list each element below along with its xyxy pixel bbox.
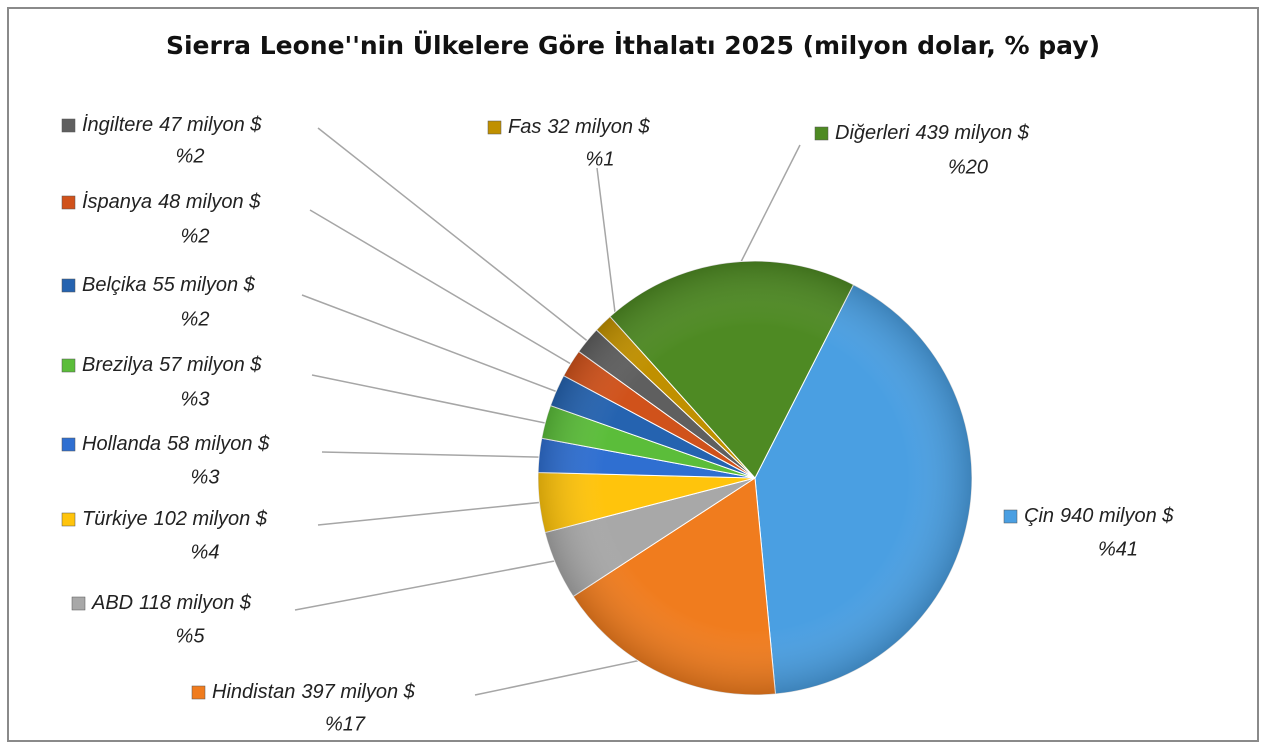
percent-label: %1 [586, 148, 615, 170]
chart-title: Sierra Leone''nin Ülkelere Göre İthalatı… [166, 30, 1100, 60]
value-label: 118 milyon $ [139, 592, 252, 614]
category-name: Türkiye [82, 508, 148, 530]
category-name: Çin [1024, 505, 1054, 527]
percent-label: %3 [181, 388, 210, 410]
data-label: Hollanda 58 milyon $ [82, 433, 270, 455]
legend-swatch [487, 120, 502, 135]
data-label: Çin 940 milyon $ [1024, 505, 1174, 527]
legend-swatch [191, 685, 206, 700]
value-label: 940 milyon $ [1060, 505, 1174, 527]
legend-swatch [814, 126, 829, 141]
data-label: Türkiye 102 milyon $ [82, 508, 268, 530]
value-label: 57 milyon $ [159, 354, 262, 376]
category-name: Brezilya [82, 354, 153, 376]
percent-label: %17 [325, 713, 366, 735]
data-label: Diğerleri 439 milyon $ [835, 122, 1030, 144]
value-label: 55 milyon $ [152, 274, 255, 296]
leader-line [311, 374, 567, 429]
category-name: İngiltere [82, 114, 153, 136]
percent-label: %2 [181, 308, 210, 330]
data-label: İngiltere 47 milyon $ [82, 114, 262, 136]
value-label: 102 milyon $ [154, 508, 268, 530]
percent-label: %4 [191, 541, 220, 563]
value-label: 58 milyon $ [167, 433, 270, 455]
category-name: Diğerleri [835, 122, 910, 144]
legend-swatch [61, 195, 76, 210]
data-label: İspanya 48 milyon $ [82, 191, 261, 213]
legend-swatch [61, 118, 76, 133]
data-label: Belçika 55 milyon $ [82, 274, 256, 296]
value-label: 48 milyon $ [158, 191, 261, 213]
category-name: ABD [91, 592, 133, 614]
legend-swatch [61, 512, 76, 527]
leader-line [321, 451, 561, 459]
category-name: Hollanda [82, 433, 161, 455]
legend-swatch [1003, 509, 1018, 524]
leader-line [301, 294, 577, 400]
legend-swatch [61, 437, 76, 452]
value-label: 47 milyon $ [159, 114, 262, 136]
value-label: 32 milyon $ [547, 116, 650, 138]
data-label: ABD 118 milyon $ [91, 592, 252, 614]
legend-swatch [71, 596, 86, 611]
percent-label: %5 [176, 625, 206, 647]
category-name: İspanya [82, 191, 152, 213]
value-label: 397 milyon $ [301, 681, 415, 703]
percent-label: %3 [191, 466, 220, 488]
legend-swatch [61, 278, 76, 293]
leader-line [317, 499, 562, 526]
percent-label: %20 [948, 156, 988, 178]
data-label: Fas 32 milyon $ [508, 116, 650, 138]
percent-label: %2 [181, 225, 210, 247]
percent-label: %41 [1098, 538, 1138, 560]
category-name: Belçika [82, 274, 146, 296]
leader-line [294, 556, 577, 611]
category-name: Hindistan [212, 681, 295, 703]
legend-swatch [61, 358, 76, 373]
data-label: Hindistan 397 milyon $ [212, 681, 416, 703]
data-label: Brezilya 57 milyon $ [82, 354, 262, 376]
category-name: Fas [508, 116, 541, 138]
value-label: 439 milyon $ [915, 122, 1029, 144]
percent-label: %2 [176, 145, 205, 167]
